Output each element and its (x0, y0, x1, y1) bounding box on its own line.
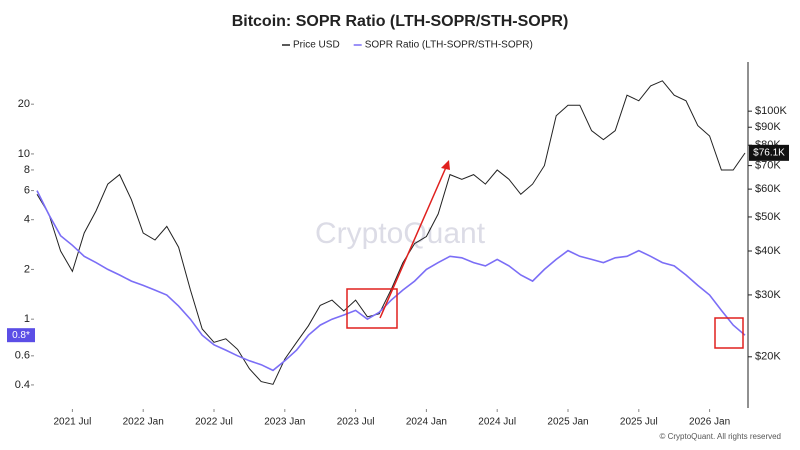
y2-tick-label: $90K (755, 121, 781, 133)
y2-tick-label: $100K (755, 105, 787, 117)
arrow (379, 164, 448, 319)
y-tick-label: 2 (24, 263, 30, 275)
y-tick-label: 1 (24, 313, 30, 325)
arrow-head (441, 160, 450, 170)
x-tick-label: 2025 Jul (620, 417, 658, 428)
y-tick-label: 4 (24, 214, 30, 226)
y2-tick-label: $40K (755, 245, 781, 257)
x-tick-label: 2024 Jul (478, 417, 516, 428)
y-tick-label: 0.4 (15, 379, 30, 391)
x-tick-label: 2025 Jan (547, 417, 588, 428)
series-layer (36, 80, 746, 385)
left-marker (7, 328, 35, 343)
x-tick-label: 2022 Jan (123, 417, 164, 428)
watermark: CryptoQuant (315, 217, 486, 250)
y2-tick-label: $60K (755, 183, 781, 195)
y-tick-label: 8 (24, 164, 30, 176)
legend-label: Price USD (293, 40, 340, 51)
x-tick-label: 2022 Jul (195, 417, 233, 428)
right-marker-label: $76.1K (753, 147, 785, 158)
footer: © CryptoQuant. All rights reserved (660, 432, 782, 441)
y-tick-label: 0.6 (15, 350, 30, 362)
y2-tick-label: $20K (755, 351, 781, 363)
y2-tick-label: $30K (755, 289, 781, 301)
y2-tick-label: $70K (755, 160, 781, 172)
left-marker-label: 0.8* (12, 330, 30, 341)
y-tick-label: 10 (18, 148, 30, 160)
y-tick-label: 6 (24, 184, 30, 196)
legend-label: SOPR Ratio (LTH-SOPR/STH-SOPR) (365, 40, 533, 51)
x-tick-label: 2024 Jan (406, 417, 447, 428)
series-line (36, 80, 746, 385)
y-tick-label: 20 (18, 98, 30, 110)
highlight-box (346, 288, 398, 329)
y2-tick-label: $50K (755, 211, 781, 223)
x-tick-label: 2023 Jan (264, 417, 305, 428)
right-marker (749, 144, 789, 161)
chart-title: Bitcoin: SOPR Ratio (LTH-SOPR/STH-SOPR) (232, 13, 569, 30)
x-tick-label: 2026 Jan (689, 417, 730, 428)
x-tick-label: 2021 Jul (53, 417, 91, 428)
x-tick-label: 2023 Jul (337, 417, 375, 428)
highlight-box (714, 317, 744, 349)
series-line (36, 190, 746, 372)
